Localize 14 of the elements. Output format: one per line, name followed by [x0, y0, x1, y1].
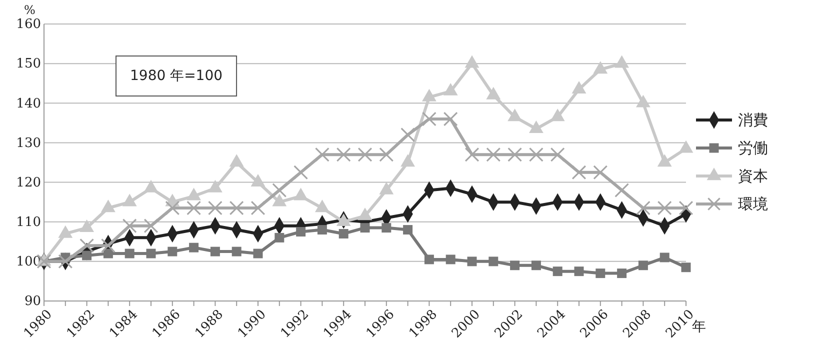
y-tick-label: 140 [16, 96, 41, 112]
x-axis-title: 年 [692, 319, 706, 335]
y-tick-label: 120 [16, 175, 41, 190]
legend-label: 資本 [738, 167, 768, 185]
legend-label: 労働 [738, 139, 768, 157]
legend-label: 環境 [738, 195, 768, 213]
y-tick-label: 150 [16, 56, 41, 72]
legend-label: 消費 [738, 111, 768, 129]
y-tick-label: 110 [16, 215, 41, 230]
y-axis-title: % [24, 3, 36, 17]
y-tick-label: 130 [16, 136, 41, 151]
annotation: 1980 年=100 [130, 68, 223, 84]
y-tick-label: 160 [16, 17, 41, 32]
y-tick-label: 90 [24, 294, 41, 310]
